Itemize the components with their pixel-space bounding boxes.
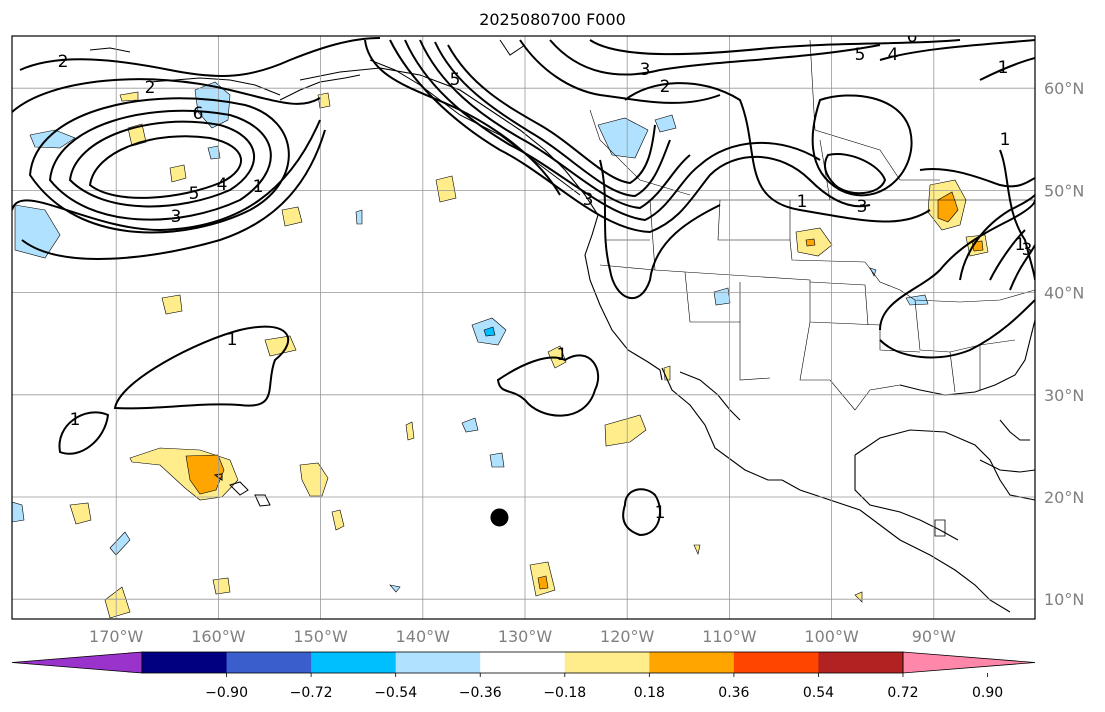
latitude-label: 60°N (1044, 79, 1084, 98)
longitude-label: 90°W (912, 627, 956, 646)
location-marker (490, 508, 509, 527)
colorbar-tick-label: −0.72 (290, 685, 333, 701)
contour-label: 1 (70, 410, 81, 430)
contour-label: 2 (58, 52, 69, 72)
colorbar-segment (226, 652, 312, 673)
longitude-label: 130°W (498, 627, 553, 646)
graticule (12, 36, 1035, 619)
latitude-label: 50°N (1044, 181, 1084, 200)
longitude-label: 100°W (804, 627, 859, 646)
contour-label: 3 (1022, 240, 1033, 260)
colorbar-outline (141, 651, 904, 674)
contour-label: 5 (450, 70, 461, 90)
latitude-label: 30°N (1044, 386, 1084, 405)
colorbar-segment (649, 652, 735, 673)
colorbar-tick-label: 0.90 (972, 685, 1003, 701)
contour-label: 3 (640, 60, 651, 80)
contour-label: 1 (797, 192, 808, 212)
contour-label: 5 (189, 184, 200, 204)
colorbar-segment (480, 652, 566, 673)
contour-label: 1 (253, 177, 264, 197)
contour-label: 3 (857, 197, 868, 217)
colorbar-tick-labels: −0.90 −0.72 −0.54 −0.36 −0.18 0.18 0.36 0.54 0.7… (205, 673, 1003, 701)
contour-label: 1 (998, 58, 1009, 78)
contour-label: 1 (227, 330, 238, 350)
contour-label: 3 (583, 190, 594, 210)
colorbar (11, 651, 1036, 674)
contour-label: 6 (907, 27, 918, 47)
contour-label: 6 (193, 104, 204, 124)
longitude-labels: 170°W 160°W 150°W 140°W 130°W 120°W 110°W 100°W… (89, 627, 956, 646)
map-frame (11, 35, 1036, 620)
map-title: 2025080700 F000 (479, 10, 626, 29)
contour-label: 1 (1000, 130, 1011, 150)
state-borders (589, 39, 1035, 411)
colorbar-tick-label: 0.54 (803, 685, 834, 701)
contour-label: 5 (855, 45, 866, 65)
contour-label: 4 (888, 45, 899, 65)
colorbar-tick-label: −0.90 (205, 685, 248, 701)
colorbar-tick-label: 0.72 (887, 685, 918, 701)
colorbar-segment (564, 652, 650, 673)
colorbar-tick-label: −0.18 (543, 685, 586, 701)
colorbar-segment (142, 652, 228, 673)
contour-label: 3 (171, 207, 182, 227)
longitude-label: 170°W (89, 627, 144, 646)
contour-label: 1 (557, 345, 568, 365)
contour-lines (12, 37, 1035, 537)
colorbar-extend-high (902, 651, 1036, 674)
contour-label: 2 (660, 77, 671, 97)
longitude-label: 110°W (702, 627, 757, 646)
longitude-label: 150°W (293, 627, 348, 646)
coastlines (299, 67, 1035, 613)
colorbar-tick-label: 0.36 (718, 685, 749, 701)
contour-label: 4 (217, 175, 228, 195)
latitude-labels: 60°N 50°N 40°N 30°N 20°N 10°N (1044, 79, 1084, 609)
latitude-label: 20°N (1044, 488, 1084, 507)
contour-label: 1 (1015, 235, 1026, 255)
latitude-label: 10°N (1044, 590, 1084, 609)
contour-label: 1 (655, 503, 666, 523)
longitude-label: 120°W (600, 627, 655, 646)
longitude-label: 140°W (396, 627, 451, 646)
colorbar-tick-label: −0.54 (374, 685, 417, 701)
contour-label: 2 (145, 78, 156, 98)
colorbar-segment (311, 652, 397, 673)
colorbar-segment (733, 652, 819, 673)
latitude-label: 40°N (1044, 284, 1084, 303)
colorbar-extend-low (11, 651, 143, 674)
anomaly-shading (12, 81, 989, 619)
colorbar-tick-label: 0.18 (634, 685, 665, 701)
longitude-label: 160°W (191, 627, 246, 646)
colorbar-segment (818, 652, 904, 673)
colorbar-segment (395, 652, 481, 673)
colorbar-tick-label: −0.36 (459, 685, 502, 701)
